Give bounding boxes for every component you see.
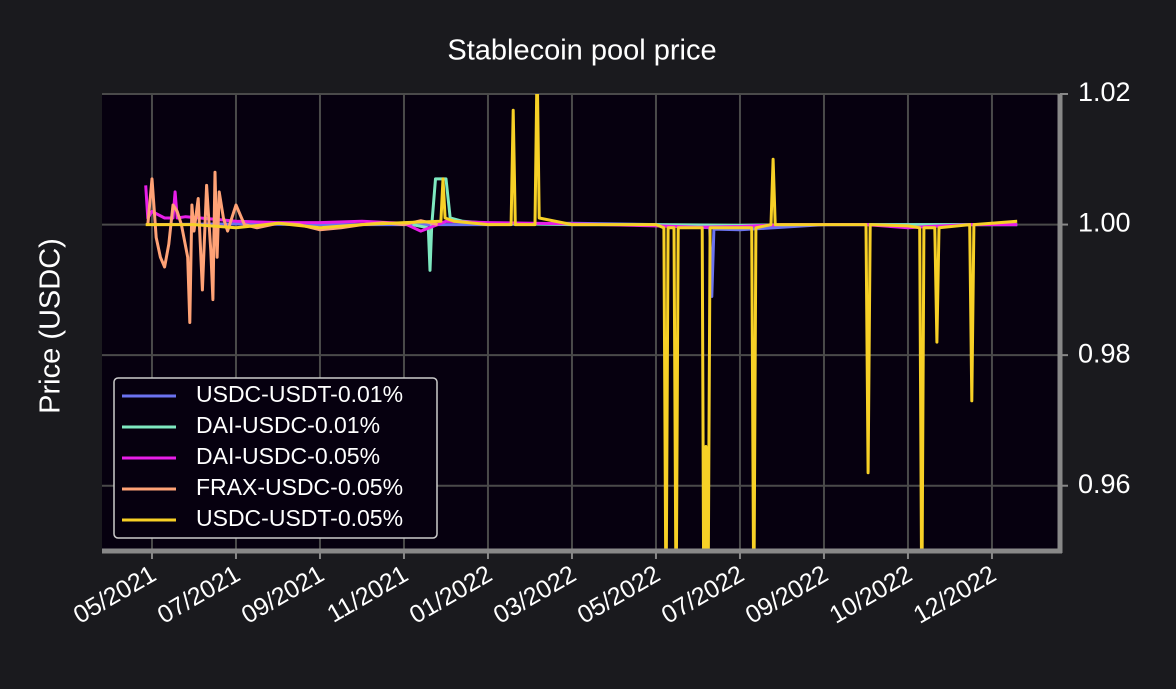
y-tick-label: 0.96 [1078,469,1131,499]
legend-box [113,377,438,539]
legend-label: DAI-USDC-0.01% [196,412,380,438]
series-line [146,170,438,324]
legend-label: USDC-USDT-0.05% [196,505,403,531]
chart-title: Stablecoin pool price [447,35,716,67]
legend-label: USDC-USDT-0.01% [196,381,403,407]
series-line [145,94,1018,551]
legend-label: DAI-USDC-0.05% [196,443,380,469]
y-tick-label: 0.98 [1078,338,1131,368]
y-tick-label: 1.02 [1078,77,1131,107]
legend: USDC-USDT-0.01% DAI-USDC-0.01% DAI-USDC-0.… [113,377,438,539]
y-axis-label: Price (USDC) [35,238,67,414]
legend-label: FRAX-USDC-0.05% [196,474,403,500]
lines [144,94,1018,551]
y-tick-label: 1.00 [1078,208,1131,238]
